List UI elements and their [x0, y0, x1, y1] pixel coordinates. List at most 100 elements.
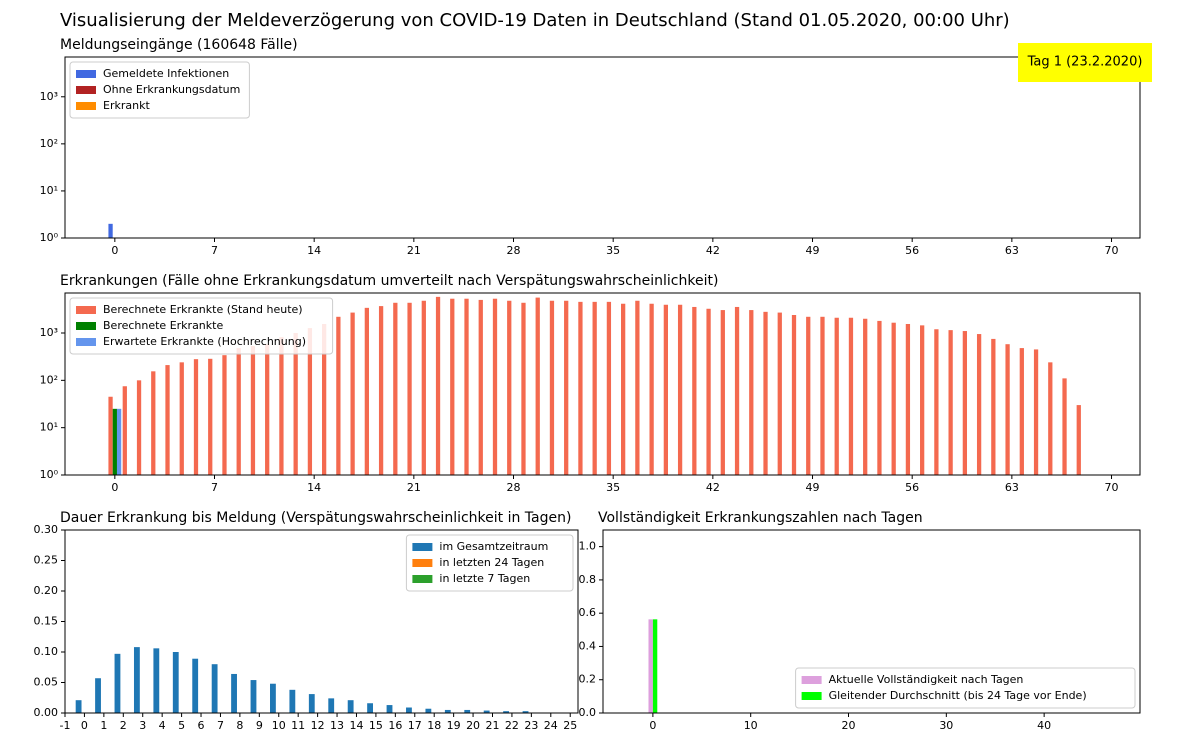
bar: [535, 297, 540, 475]
legend-box: [69, 297, 334, 355]
bar: [425, 708, 432, 713]
legend-box: [795, 667, 1136, 709]
legend-label: in letzte 7 Tagen: [439, 572, 530, 585]
bar: [507, 300, 512, 475]
bar: [114, 653, 121, 713]
bar: [848, 317, 854, 475]
bar: [108, 396, 113, 475]
x-tick-label: 10: [744, 719, 758, 732]
x-tick-label: 9: [256, 719, 263, 732]
bar: [692, 306, 697, 475]
bar: [172, 652, 179, 713]
y-tick-label: 10¹: [40, 184, 58, 197]
bar: [1019, 348, 1024, 475]
bar: [663, 304, 668, 475]
axes-frame: [64, 56, 1141, 239]
x-tick-label: 2: [120, 719, 127, 732]
bar: [308, 694, 315, 713]
bar: [293, 333, 298, 475]
bar: [652, 619, 658, 713]
bar: [435, 296, 441, 475]
x-tick-label: 70: [1105, 244, 1119, 257]
y-tick-label: 10³: [40, 90, 58, 103]
bar: [211, 664, 218, 713]
x-tick-label: 13: [330, 719, 344, 732]
bar: [386, 705, 393, 713]
chart-title: Meldungseingänge (160648 Fälle): [60, 37, 298, 53]
x-tick-label: 14: [307, 481, 321, 494]
y-tick-label: 10³: [40, 326, 58, 339]
bar: [1033, 349, 1039, 475]
bar: [677, 304, 683, 475]
x-tick-label: 23: [524, 719, 538, 732]
bar: [464, 709, 471, 713]
bar: [270, 683, 276, 713]
legend-label: in letzten 24 Tagen: [439, 556, 544, 569]
x-tick-label: 21: [407, 244, 421, 257]
bar: [347, 700, 354, 713]
x-tick-label: 24: [544, 719, 558, 732]
bar: [193, 359, 199, 475]
x-tick-label: 22: [505, 719, 519, 732]
legend-box: [69, 61, 250, 119]
x-tick-label: 14: [307, 244, 321, 257]
bar: [364, 307, 369, 475]
axes-frame: [64, 292, 1141, 476]
bar: [564, 300, 569, 475]
legend-swatch: [76, 338, 96, 346]
bar: [503, 711, 510, 713]
y-tick-label: 10²: [40, 137, 58, 150]
x-tick-label: 63: [1005, 481, 1019, 494]
x-tick-label: 14: [349, 719, 363, 732]
x-tick-label: 56: [905, 244, 919, 257]
bar: [1076, 405, 1081, 475]
bar: [350, 312, 355, 475]
bar: [165, 365, 170, 475]
x-tick-label: 7: [211, 481, 218, 494]
legend-label: Berechnete Erkrankte: [103, 319, 223, 332]
x-tick-label: 63: [1005, 244, 1019, 257]
chart-title: Vollständigkeit Erkrankungszahlen nach T…: [598, 510, 923, 526]
bar: [250, 680, 257, 713]
bar: [934, 329, 939, 475]
y-tick-label: 0.00: [34, 706, 59, 719]
bar: [905, 323, 911, 475]
bar: [920, 325, 925, 475]
x-tick-label: 12: [311, 719, 325, 732]
annotation-box: [1018, 43, 1152, 82]
bar: [75, 700, 82, 713]
bar: [328, 698, 335, 713]
bar: [236, 348, 241, 475]
chart-title: Dauer Erkrankung bis Meldung (Verspätung…: [60, 510, 571, 526]
x-tick-label: 15: [369, 719, 383, 732]
x-tick-label: 28: [507, 481, 521, 494]
legend-label: Gemeldete Infektionen: [103, 67, 229, 80]
bar: [222, 355, 227, 475]
legend-label: Gleitender Durchschnitt (bis 24 Tage vor…: [829, 689, 1087, 702]
legend-swatch: [412, 543, 433, 551]
legend-swatch: [76, 322, 96, 330]
y-tick-label: 0.0: [579, 706, 597, 719]
bar: [1005, 344, 1010, 475]
bar: [492, 298, 498, 475]
bar: [179, 362, 184, 475]
legend-swatch: [801, 692, 822, 700]
bar: [483, 710, 490, 713]
chart-title: Erkrankungen (Fälle ohne Erkrankungsdatu…: [60, 273, 718, 289]
legend-swatch: [801, 676, 822, 684]
bar: [606, 301, 612, 475]
bar: [976, 334, 982, 475]
x-tick-label: 28: [507, 244, 521, 257]
y-tick-label: 0.10: [34, 645, 59, 658]
legend-label: Berechnete Erkrankte (Stand heute): [103, 303, 303, 316]
x-tick-label: -1: [60, 719, 71, 732]
bar: [289, 689, 296, 713]
bar: [95, 678, 101, 713]
y-tick-label: 0.2: [579, 673, 597, 686]
bar: [231, 673, 237, 713]
bar: [1048, 362, 1053, 475]
legend-label: Erwartete Erkrankte (Hochrechnung): [103, 335, 306, 348]
bar: [250, 346, 256, 475]
bar: [806, 316, 811, 475]
bar: [791, 315, 797, 475]
